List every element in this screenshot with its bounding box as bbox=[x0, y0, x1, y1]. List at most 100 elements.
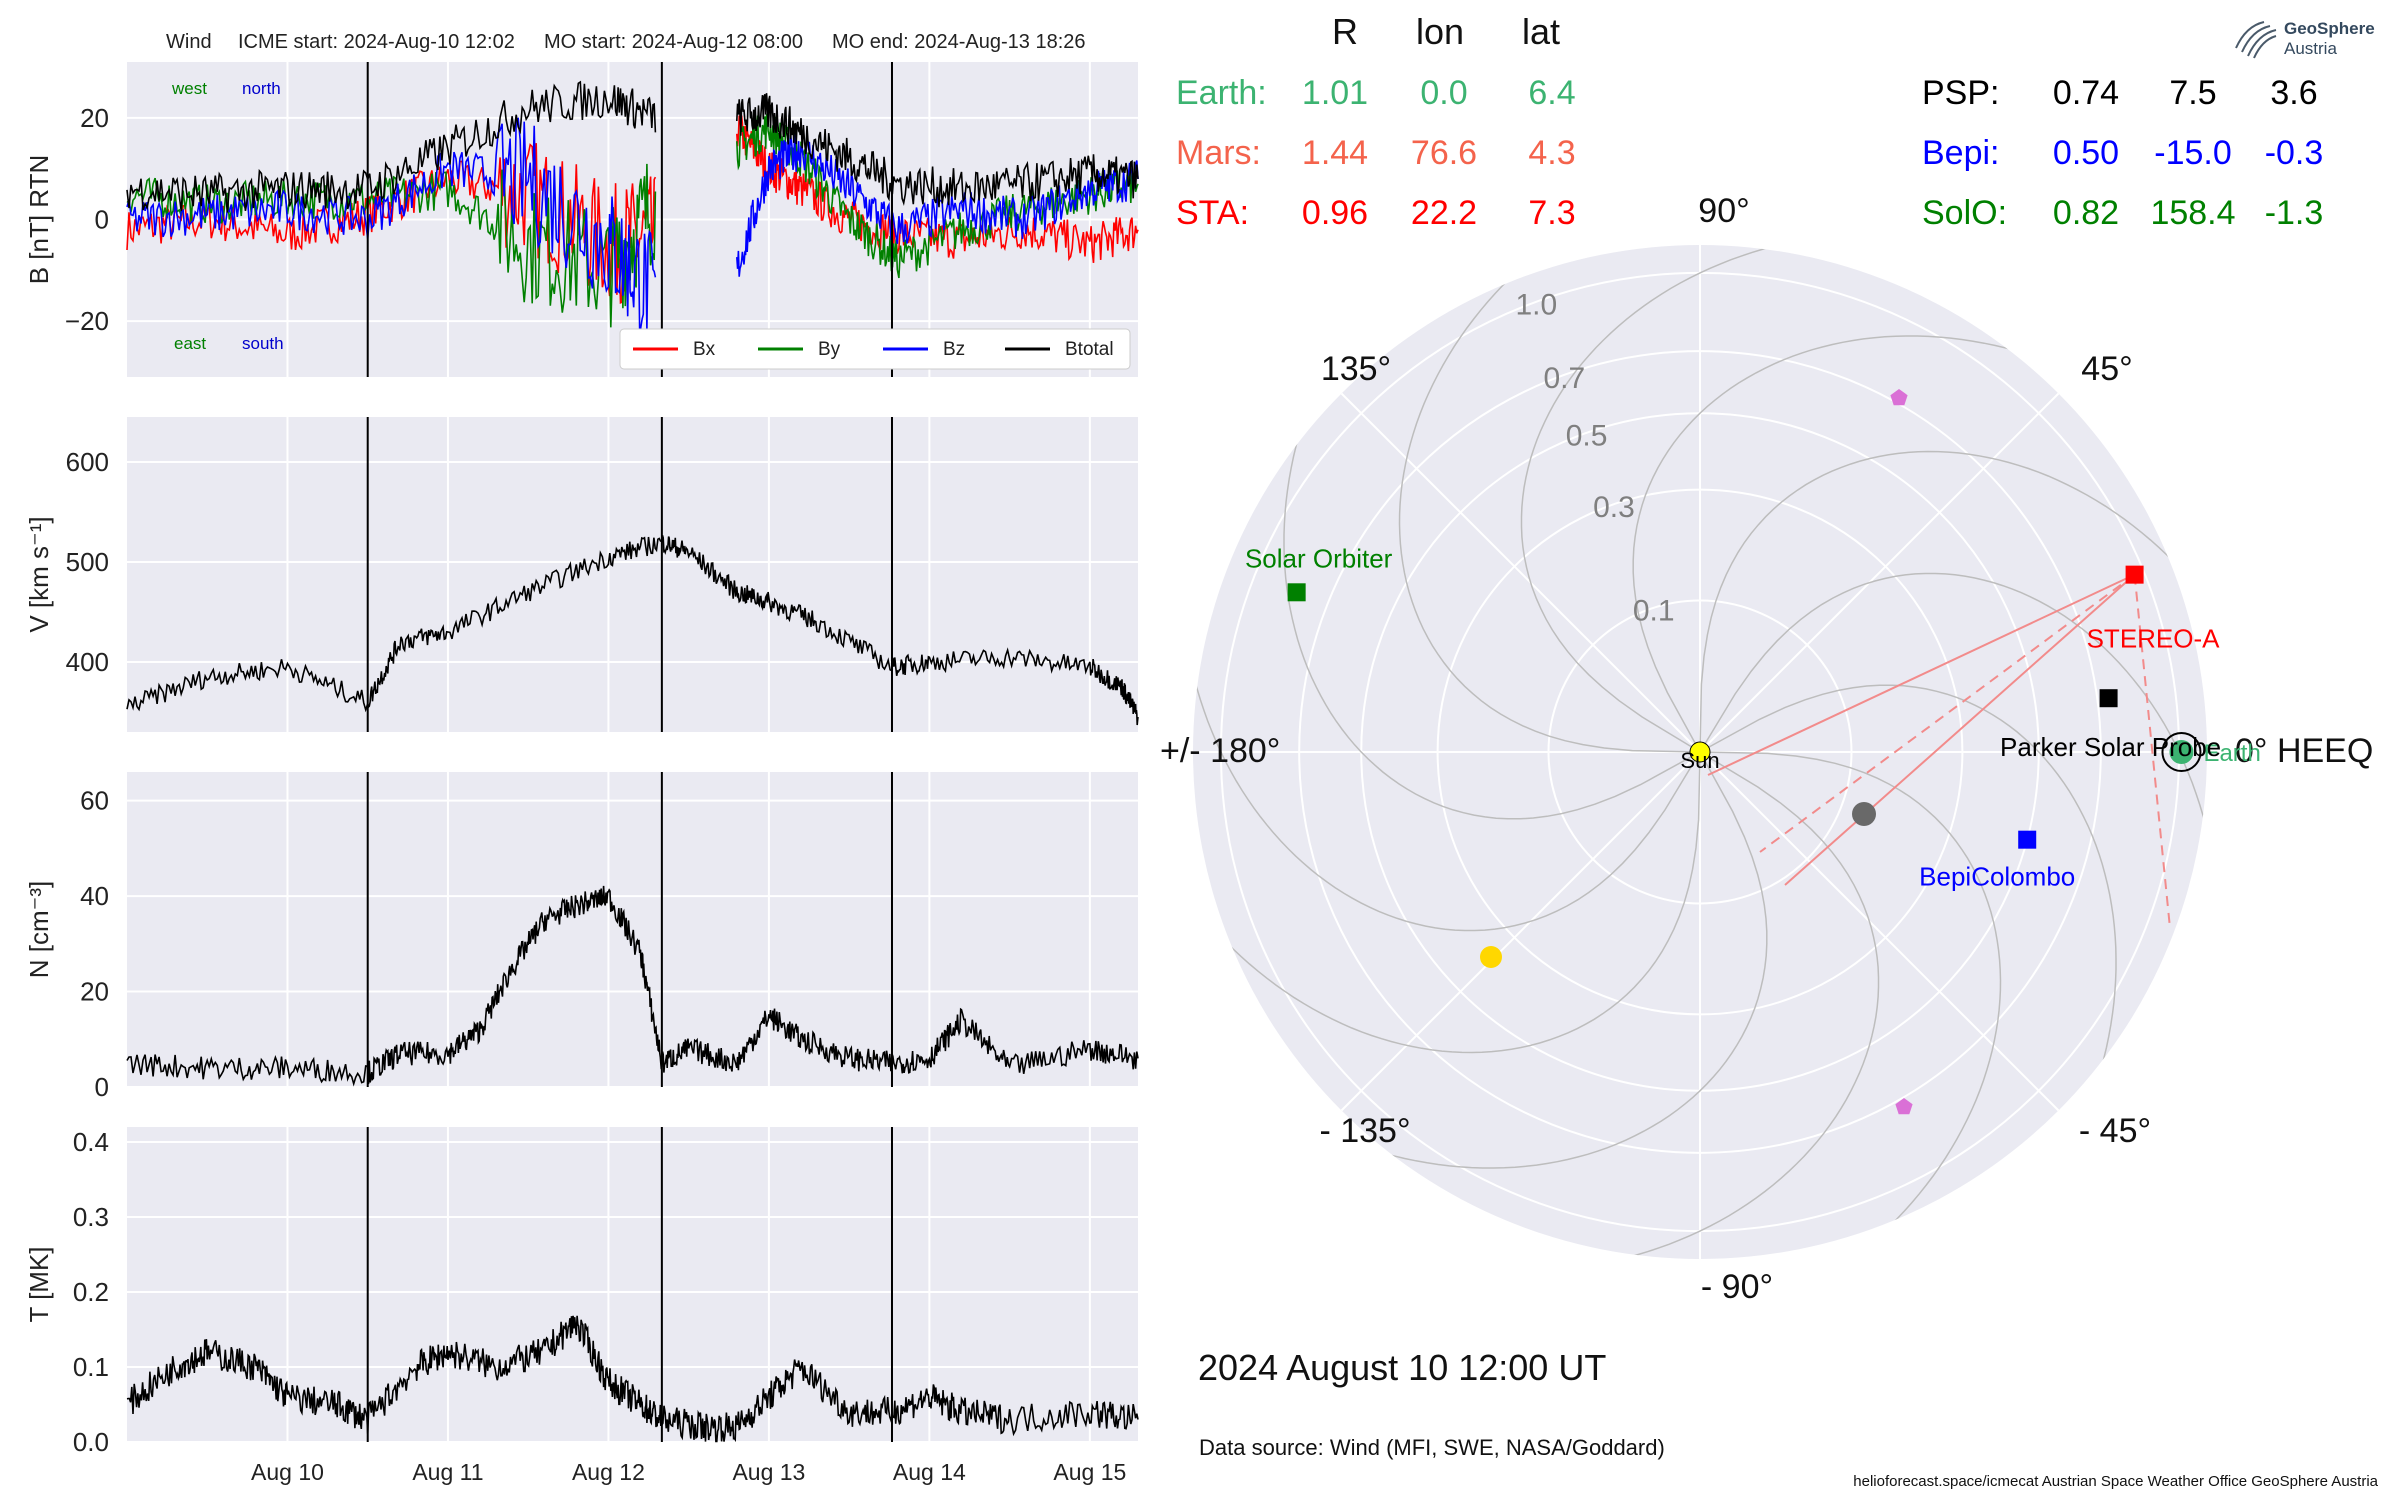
row-name: STA: bbox=[1176, 194, 1249, 232]
row-name: PSP: bbox=[1922, 74, 1999, 112]
parker-spiral-arm bbox=[1520, 245, 1798, 753]
body-sun: Sun bbox=[1680, 741, 1720, 773]
x-tick-label: Aug 13 bbox=[732, 1459, 805, 1485]
column-header-r: R bbox=[1332, 11, 1358, 52]
angle-label: - 90° bbox=[1701, 1268, 1773, 1306]
x-tick-label: Aug 10 bbox=[251, 1459, 324, 1485]
row-lat: 3.6 bbox=[2270, 74, 2317, 112]
body-label: Sun bbox=[1680, 748, 1719, 773]
y-tick-label: 20 bbox=[80, 103, 109, 133]
south-label: south bbox=[242, 334, 284, 353]
row-r: 0.96 bbox=[1302, 194, 1368, 232]
body-label: Parker Solar Probe bbox=[2000, 732, 2221, 762]
radius-label: 0.7 bbox=[1544, 362, 1586, 395]
parker-spiral-arm bbox=[1193, 654, 1701, 932]
mo-end-label: MO end: 2024-Aug-13 18:26 bbox=[832, 31, 1086, 53]
sta-line bbox=[1784, 573, 2136, 886]
timeseries-panel-1: 400 500 600 V [km s⁻¹] bbox=[24, 417, 1139, 732]
geosphere-logo: GeoSphere Austria bbox=[2235, 19, 2375, 59]
angle-label: 135° bbox=[1321, 350, 1391, 388]
body-label: Earth bbox=[2203, 740, 2260, 767]
parker-spiral-arm bbox=[1602, 751, 1880, 1259]
mo-start-label: MO start: 2024-Aug-12 08:00 bbox=[544, 31, 803, 53]
geosphere-logo-icon bbox=[2235, 21, 2277, 59]
parker-spiral-arm bbox=[1207, 751, 1701, 1054]
row-name: SolO: bbox=[1922, 194, 2007, 232]
footer-credits: helioforecast.space/icmecat Austrian Spa… bbox=[1853, 1473, 2378, 1490]
series-line-btotal bbox=[126, 80, 657, 213]
y-tick-label: 600 bbox=[66, 447, 109, 477]
row-name: Mars: bbox=[1176, 134, 1261, 172]
y-axis-label: V [km s⁻¹] bbox=[24, 516, 54, 632]
angle-label: 90° bbox=[1698, 192, 1749, 230]
y-tick-label: 20 bbox=[80, 977, 109, 1007]
angular-gridline bbox=[1340, 392, 1701, 753]
legend-box bbox=[619, 328, 1131, 370]
panel-background bbox=[127, 417, 1138, 732]
panel-background bbox=[127, 772, 1138, 1087]
body-marker bbox=[1287, 583, 1306, 602]
legend-btotal-label: Btotal bbox=[1065, 339, 1114, 360]
y-tick-label: 500 bbox=[66, 547, 109, 577]
body-marker bbox=[2125, 565, 2144, 584]
column-header-lon: lon bbox=[1416, 11, 1464, 52]
y-tick-label: 0.2 bbox=[73, 1277, 109, 1307]
y-tick-label: 60 bbox=[80, 786, 109, 816]
body-marker bbox=[2099, 689, 2118, 708]
timeseries-panel-2: 0 20 40 60 N [cm⁻³] bbox=[24, 772, 1139, 1102]
sta-line bbox=[1707, 573, 2136, 776]
y-tick-label: 0.4 bbox=[73, 1127, 109, 1157]
body-marker bbox=[1689, 741, 1711, 763]
east-label: east bbox=[174, 334, 206, 353]
y-axis-label: N [cm⁻³] bbox=[24, 881, 54, 979]
date-label: 2024 August 10 12:00 UT bbox=[1198, 1347, 1606, 1388]
y-tick-label: 0 bbox=[95, 205, 109, 235]
y-tick-label: 0.0 bbox=[73, 1427, 109, 1457]
west-label: west bbox=[171, 79, 207, 98]
b-legend: Bx By Bz Btotal bbox=[619, 328, 1131, 370]
legend-by-label: By bbox=[818, 339, 841, 360]
row-name: Earth: bbox=[1176, 74, 1267, 112]
angle-label: +/- 180° bbox=[1160, 732, 1280, 770]
body-label: BepiColombo bbox=[1919, 862, 2075, 892]
radius-label: 1.0 bbox=[1515, 289, 1557, 322]
data-source-label: Data source: Wind (MFI, SWE, NASA/Goddar… bbox=[1199, 1435, 1665, 1460]
column-header-lat: lat bbox=[1522, 11, 1560, 52]
row-name: Bepi: bbox=[1922, 134, 2000, 172]
y-axis-label: B [nT] RTN bbox=[24, 155, 54, 285]
series-line-by bbox=[736, 113, 1139, 279]
parker-spiral-arm bbox=[1632, 335, 2041, 753]
parker-spiral-arm bbox=[1699, 450, 2193, 753]
row-lat: 7.3 bbox=[1528, 194, 1575, 232]
logo-line1: GeoSphere bbox=[2284, 19, 2375, 38]
row-lat: -1.3 bbox=[2265, 194, 2324, 232]
y-tick-label: −20 bbox=[65, 306, 109, 336]
radius-label: 0.3 bbox=[1593, 491, 1635, 524]
sta-line bbox=[2133, 574, 2171, 929]
timeseries-header: Wind ICME start: 2024-Aug-10 12:02 MO st… bbox=[166, 31, 1086, 53]
table-row-solo: SolO: 0.82 158.4 -1.3 bbox=[1922, 194, 2323, 232]
positions-table: R lon lat bbox=[1332, 11, 1560, 52]
planet-marker bbox=[1852, 802, 1876, 826]
y-tick-label: 400 bbox=[66, 647, 109, 677]
row-lon: 158.4 bbox=[2150, 194, 2235, 232]
angle-label: 45° bbox=[2081, 350, 2132, 388]
x-tick-label: Aug 12 bbox=[572, 1459, 645, 1485]
planet-marker bbox=[1480, 946, 1502, 968]
radius-label: 0.5 bbox=[1566, 420, 1608, 453]
north-label: north bbox=[242, 79, 281, 98]
y-tick-label: 40 bbox=[80, 881, 109, 911]
series-line-btotal bbox=[736, 93, 1139, 208]
positions-table-rows: Earth: 1.01 0.0 6.4 Mars: 1.44 76.6 4.3 STA: 0.96… bbox=[1176, 74, 2323, 232]
body-label: Solar Orbiter bbox=[1245, 543, 1393, 573]
comet-marker bbox=[1895, 1098, 1913, 1115]
row-lat: 6.4 bbox=[1528, 74, 1575, 112]
series-line-bz bbox=[126, 117, 657, 335]
row-lon: -15.0 bbox=[2154, 134, 2232, 172]
row-r: 1.44 bbox=[1302, 134, 1368, 172]
row-lat: -0.3 bbox=[2265, 134, 2324, 172]
row-lon: 7.5 bbox=[2169, 74, 2216, 112]
spacecraft-name: Wind bbox=[166, 31, 212, 53]
y-tick-label: 0.1 bbox=[73, 1352, 109, 1382]
